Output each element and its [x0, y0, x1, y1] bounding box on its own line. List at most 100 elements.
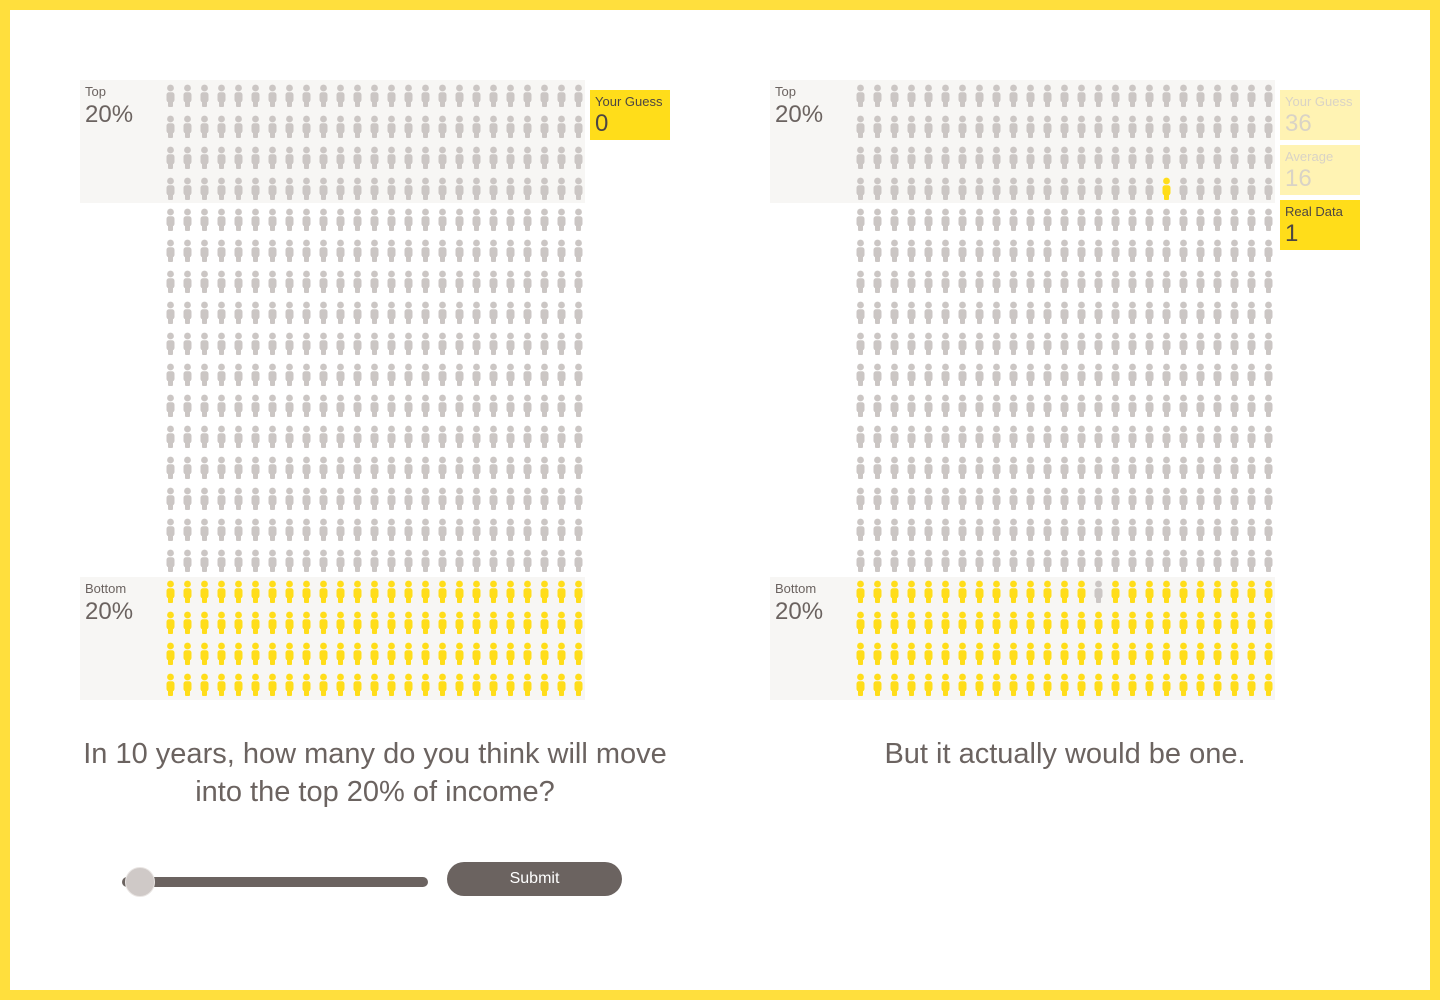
person-icon [958, 580, 967, 603]
person-icon [557, 642, 566, 665]
person-icon [1179, 239, 1188, 262]
person-icon [540, 580, 549, 603]
person-icon [285, 456, 294, 479]
person-icon [574, 580, 583, 603]
person-icon [302, 425, 311, 448]
person-icon [1111, 270, 1120, 293]
person-icon [268, 518, 277, 541]
person-icon [1077, 673, 1086, 696]
person-icon [319, 642, 328, 665]
person-icon [958, 549, 967, 572]
person-icon [1196, 642, 1205, 665]
person-icon [1111, 487, 1120, 510]
person-icon [856, 115, 865, 138]
person-icon [387, 611, 396, 634]
person-icon [1094, 363, 1103, 386]
person-icon [506, 425, 515, 448]
person-icon [540, 146, 549, 169]
person-icon [268, 146, 277, 169]
person-icon [941, 146, 950, 169]
person-icon [1247, 177, 1256, 200]
person-icon [873, 456, 882, 479]
person-icon [992, 642, 1001, 665]
average-box: Average 16 [1280, 145, 1360, 195]
bottom-20-band: Bottom 20% [770, 577, 1275, 700]
person-icon [1179, 673, 1188, 696]
person-icon [319, 301, 328, 324]
person-icon [1009, 673, 1018, 696]
person-icon [251, 84, 260, 107]
person-icon [387, 208, 396, 231]
person-icon [200, 84, 209, 107]
person-icon [438, 177, 447, 200]
person-icon [1128, 208, 1137, 231]
person-icon [1009, 642, 1018, 665]
person-icon [319, 270, 328, 293]
person-icon [540, 549, 549, 572]
person-icon [1179, 177, 1188, 200]
person-icon [166, 363, 175, 386]
person-icon [975, 549, 984, 572]
person-icon [924, 580, 933, 603]
submit-button[interactable]: Submit [447, 862, 622, 896]
person-icon [421, 332, 430, 355]
person-icon [992, 270, 1001, 293]
slider-track[interactable] [122, 877, 428, 887]
person-icon [1026, 673, 1035, 696]
person-icon [1043, 146, 1052, 169]
person-icon [421, 239, 430, 262]
person-icon [455, 580, 464, 603]
person-icon [907, 270, 916, 293]
person-icon [1026, 239, 1035, 262]
person-icon [285, 146, 294, 169]
person-icon [506, 208, 515, 231]
person-icon [438, 487, 447, 510]
person-icon [1077, 146, 1086, 169]
person-icon [907, 301, 916, 324]
person-icon [1145, 487, 1154, 510]
person-icon [404, 146, 413, 169]
person-icon [404, 518, 413, 541]
person-icon [975, 301, 984, 324]
person-icon [217, 239, 226, 262]
person-icon [217, 270, 226, 293]
person-icon [1094, 549, 1103, 572]
slider-thumb[interactable] [125, 867, 155, 897]
person-icon [1179, 425, 1188, 448]
person-icon [421, 611, 430, 634]
person-icon [1077, 642, 1086, 665]
person-icon [1162, 239, 1171, 262]
person-icon [1196, 146, 1205, 169]
person-icon [1077, 301, 1086, 324]
person-icon [1145, 301, 1154, 324]
person-icon [1247, 425, 1256, 448]
person-icon [1026, 580, 1035, 603]
person-icon [472, 208, 481, 231]
person-icon [472, 301, 481, 324]
person-icon [166, 549, 175, 572]
person-icon [353, 239, 362, 262]
person-icon [217, 456, 226, 479]
person-icon [489, 208, 498, 231]
person-icon [1128, 673, 1137, 696]
person-icon [1077, 394, 1086, 417]
person-icon [924, 146, 933, 169]
person-icon [1264, 611, 1273, 634]
person-icon [166, 177, 175, 200]
bottom-band-percent: 20% [775, 598, 824, 625]
person-icon [557, 239, 566, 262]
person-icon [540, 487, 549, 510]
person-icon [1247, 549, 1256, 572]
person-icon [540, 642, 549, 665]
person-icon [1179, 332, 1188, 355]
person-icon [489, 487, 498, 510]
person-icon [941, 580, 950, 603]
people-grid-guess[interactable] [162, 80, 587, 700]
person-icon [421, 301, 430, 324]
real-data-box: Real Data 1 [1280, 200, 1360, 250]
person-icon [251, 239, 260, 262]
guess-slider[interactable] [122, 866, 428, 898]
person-icon [1179, 611, 1188, 634]
person-icon [166, 456, 175, 479]
person-icon [268, 394, 277, 417]
